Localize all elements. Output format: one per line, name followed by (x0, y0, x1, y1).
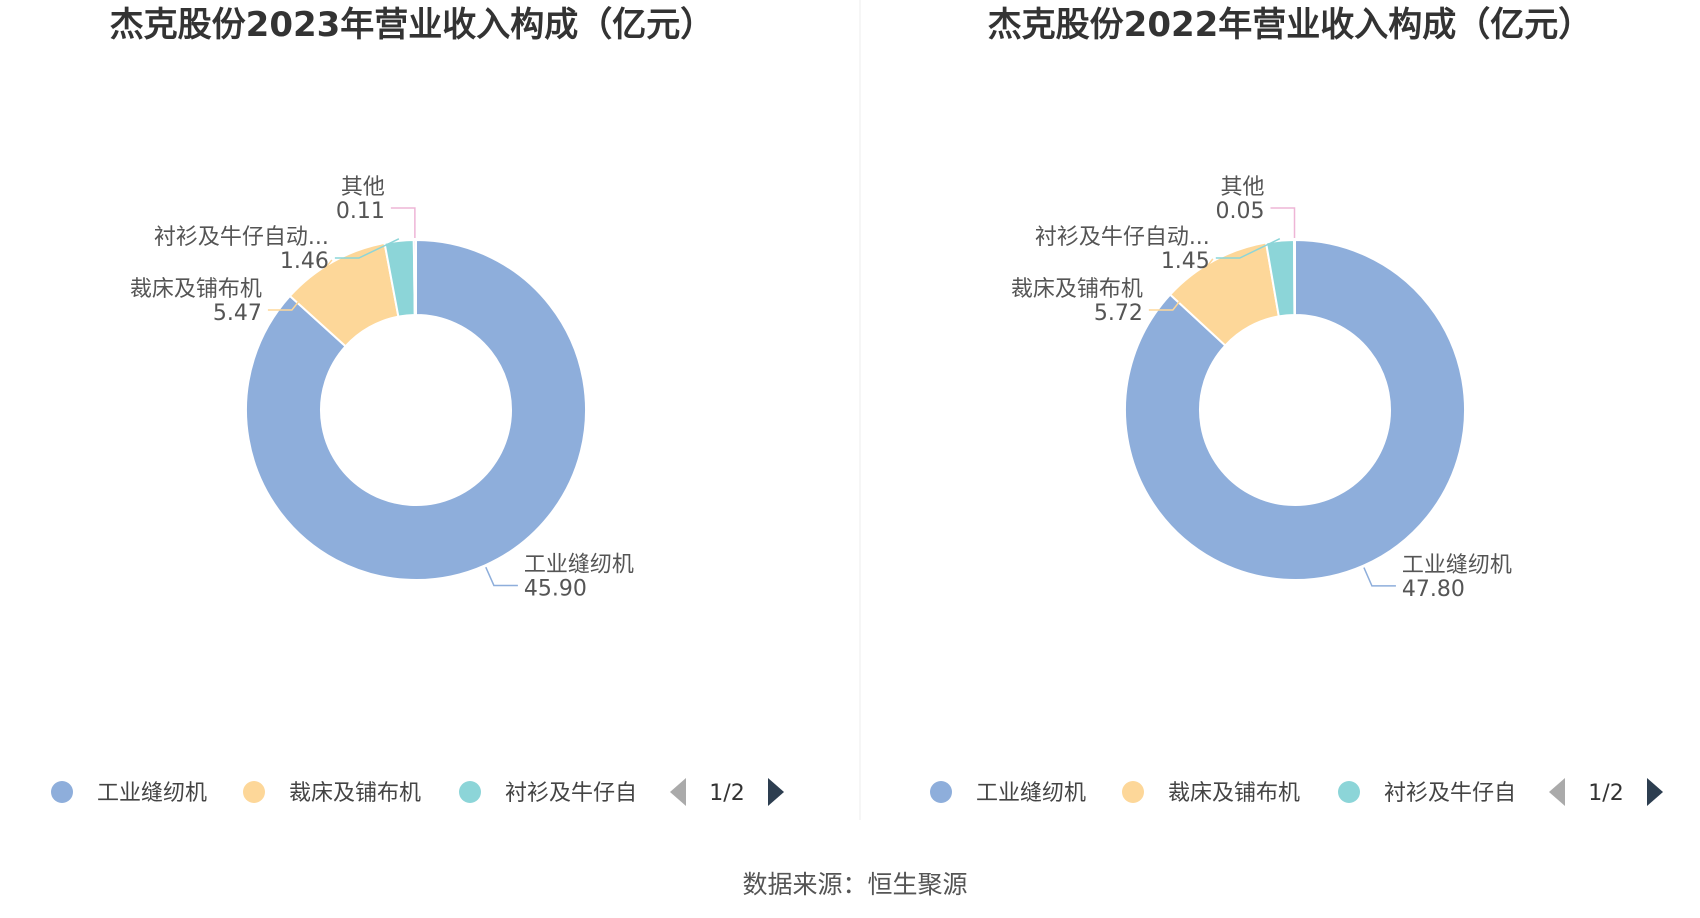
leader-line-other (1270, 207, 1296, 239)
legend-label-cutting-spreading[interactable]: 裁床及铺布机 (1168, 781, 1300, 806)
legend-label-industrial-sewing[interactable]: 工业缝纫机 (97, 781, 207, 806)
slice-label-cutting-spreading: 裁床及铺布机 (1011, 277, 1143, 302)
slice-other[interactable] (412, 238, 417, 317)
legend-next-page-icon[interactable] (1647, 778, 1663, 806)
slice-value-other: 0.11 (336, 199, 385, 224)
leader-line-cutting-spreading (1148, 258, 1214, 311)
legend-swatch-industrial-sewing (930, 781, 952, 803)
legend-swatch-industrial-sewing (51, 781, 73, 803)
slice-value-cutting-spreading: 5.72 (1094, 301, 1143, 326)
chart-title: 杰克股份2023年营业收入构成（亿元） (110, 5, 715, 45)
slice-label-industrial-sewing: 工业缝纫机 (524, 552, 634, 577)
slice-label-cutting-spreading: 裁床及铺布机 (130, 277, 262, 302)
slice-label-industrial-sewing: 工业缝纫机 (1402, 553, 1512, 578)
leader-line-shirt-denim (1215, 237, 1281, 259)
slice-label-other: 其他 (1220, 175, 1264, 200)
legend-swatch-cutting-spreading (1122, 781, 1144, 803)
legend-label-industrial-sewing[interactable]: 工业缝纫机 (976, 781, 1086, 806)
legend-swatch-shirt-denim (459, 781, 481, 803)
slice-value-other: 0.05 (1216, 199, 1265, 224)
legend: 工业缝纫机 裁床及铺布机 衬衫及牛仔自 1/2 (51, 778, 784, 806)
chart-panel-2022: 杰克股份2022年营业收入构成（亿元） 工业缝纫机47.80裁床及铺布机5.72… (930, 5, 1663, 806)
leader-line-other (390, 207, 416, 239)
slice-value-industrial-sewing: 47.80 (1402, 577, 1465, 602)
legend-label-shirt-denim[interactable]: 衬衫及牛仔自 (505, 781, 637, 806)
legend-label-cutting-spreading[interactable]: 裁床及铺布机 (289, 781, 421, 806)
slice-industrial-sewing[interactable] (245, 238, 587, 581)
legend-prev-page-icon[interactable] (670, 778, 686, 806)
legend-swatch-shirt-denim (1338, 781, 1360, 803)
legend-next-page-icon[interactable] (768, 778, 784, 806)
slice-value-shirt-denim: 1.45 (1161, 249, 1210, 274)
slice-value-cutting-spreading: 5.47 (213, 301, 262, 326)
chart-title: 杰克股份2022年营业收入构成（亿元） (988, 5, 1593, 45)
slice-value-industrial-sewing: 45.90 (524, 576, 587, 601)
legend-prev-page-icon[interactable] (1549, 778, 1565, 806)
slice-label-other: 其他 (341, 175, 385, 200)
leader-line-cutting-spreading (267, 259, 333, 311)
legend-page-indicator: 1/2 (1588, 781, 1623, 806)
legend-swatch-cutting-spreading (243, 781, 265, 803)
chart-panel-2023: 杰克股份2023年营业收入构成（亿元） 工业缝纫机45.90裁床及铺布机5.47… (51, 5, 784, 806)
slice-label-shirt-denim: 衬衫及牛仔自动... (1035, 225, 1210, 250)
slice-industrial-sewing[interactable] (1124, 238, 1466, 581)
legend-label-shirt-denim[interactable]: 衬衫及牛仔自 (1384, 781, 1516, 806)
slice-value-shirt-denim: 1.46 (280, 249, 329, 274)
leader-line-shirt-denim (334, 238, 400, 259)
legend: 工业缝纫机 裁床及铺布机 衬衫及牛仔自 1/2 (930, 778, 1663, 806)
legend-page-indicator: 1/2 (709, 781, 744, 806)
slice-other[interactable] (1293, 238, 1296, 317)
data-source-note: 数据来源：恒生聚源 (742, 870, 967, 899)
leader-line-industrial-sewing (485, 566, 518, 587)
donut (245, 238, 587, 581)
slice-label-shirt-denim: 衬衫及牛仔自动... (154, 225, 329, 250)
leader-line-industrial-sewing (1363, 567, 1396, 587)
donut (1124, 238, 1466, 581)
